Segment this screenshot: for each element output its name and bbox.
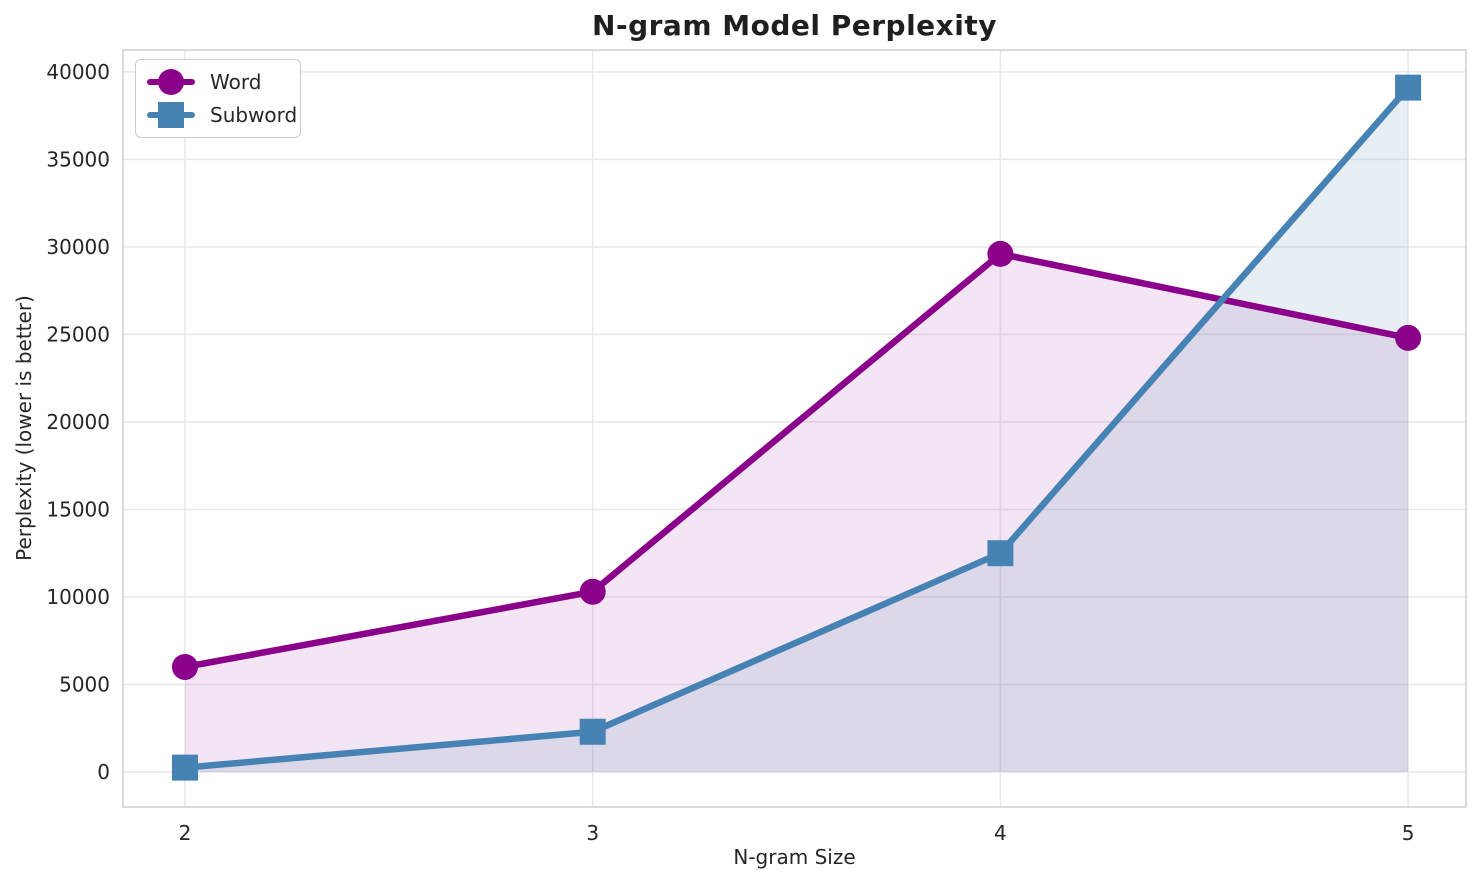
y-tick-label: 10000 <box>46 585 110 609</box>
area-fill-word <box>184 253 1409 772</box>
series-line-subword <box>181 84 1412 771</box>
y-tick-label: 30000 <box>46 235 110 259</box>
data-point-subword[interactable] <box>987 540 1014 567</box>
x-tick-label: 2 <box>179 821 192 845</box>
y-axis-label: Perplexity (lower is better) <box>12 295 36 561</box>
legend-item-subword: Subword <box>147 102 297 128</box>
data-point-word[interactable] <box>171 653 198 680</box>
plot-border <box>122 49 1467 808</box>
data-point-word[interactable] <box>579 578 606 605</box>
y-tick-label: 15000 <box>46 497 110 521</box>
legend: Word Subword <box>135 59 301 138</box>
y-tick-label: 5000 <box>59 672 110 696</box>
subword-line-square-marker-icon <box>147 102 195 128</box>
y-tick-label: 25000 <box>46 322 110 346</box>
chart-title: N-gram Model Perplexity <box>592 9 997 42</box>
data-point-subword[interactable] <box>579 718 606 745</box>
legend-label-word: Word <box>210 70 262 94</box>
x-tick-label: 4 <box>994 821 1007 845</box>
y-tick-label: 20000 <box>46 410 110 434</box>
x-axis-label: N-gram Size <box>733 845 856 869</box>
data-point-word[interactable] <box>1395 324 1422 351</box>
word-line-circle-marker-icon <box>147 69 195 95</box>
series-line-word <box>181 250 1412 671</box>
area-fill-subword <box>184 87 1409 772</box>
y-tick-label: 40000 <box>46 60 110 84</box>
data-point-subword[interactable] <box>1395 74 1422 101</box>
y-tick-label: 0 <box>97 760 110 784</box>
data-point-subword[interactable] <box>171 754 198 781</box>
x-tick-label: 3 <box>586 821 599 845</box>
data-point-word[interactable] <box>987 240 1014 267</box>
x-tick-label: 5 <box>1402 821 1415 845</box>
y-tick-label: 35000 <box>46 147 110 171</box>
legend-item-word: Word <box>147 69 286 95</box>
legend-label-subword: Subword <box>210 103 298 127</box>
